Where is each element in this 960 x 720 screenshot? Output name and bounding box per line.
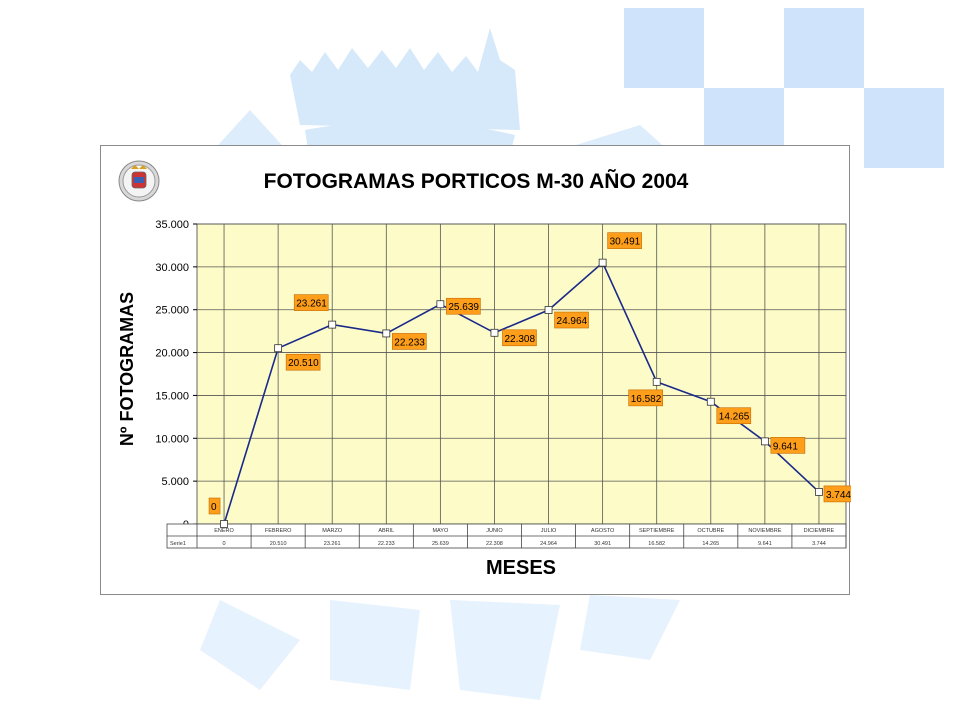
x-axis-label: MESES bbox=[486, 557, 556, 579]
x-category-label: JULIO bbox=[541, 528, 557, 534]
data-label-box bbox=[716, 407, 752, 425]
data-point bbox=[815, 488, 823, 496]
plot-background bbox=[196, 223, 847, 525]
x-category-label: FEBRERO bbox=[265, 528, 292, 534]
y-tick-label: 15.000 bbox=[155, 390, 189, 402]
data-point bbox=[706, 397, 715, 406]
x-category-label: SEPTIEMBRE bbox=[639, 528, 675, 534]
data-label-box bbox=[628, 389, 664, 407]
data-label-box bbox=[770, 437, 806, 454]
data-label-box bbox=[502, 329, 537, 347]
data-label: 30.491 bbox=[610, 237, 641, 248]
data-point bbox=[274, 344, 283, 353]
y-tick-label: 30.000 bbox=[155, 262, 189, 274]
data-label: 14.265 bbox=[719, 412, 750, 423]
data-table-cell: 3.744 bbox=[812, 541, 826, 547]
chart-frame: FOTOGRAMAS PORTICOS M-30 AÑO 2004 Nº FOT… bbox=[100, 145, 851, 595]
y-axis-label: Nº FOTOGRAMAS bbox=[117, 292, 137, 446]
data-table-cell: 16.582 bbox=[648, 541, 665, 547]
police-seal-icon bbox=[118, 160, 160, 202]
x-category-label: ENERO bbox=[214, 528, 234, 534]
data-point bbox=[652, 377, 661, 386]
data-table-cell: 24.964 bbox=[540, 541, 557, 547]
plot-area: 0 5.000 10.000 15.000 20.000 25.000 30.000 35.0… bbox=[155, 219, 851, 549]
data-point bbox=[382, 329, 391, 338]
x-category-label: MARZO bbox=[322, 528, 343, 534]
data-label-box bbox=[823, 485, 851, 503]
data-table-series-name: Serie1 bbox=[170, 541, 186, 547]
y-tick-label: 25.000 bbox=[155, 305, 189, 317]
data-label: 22.308 bbox=[504, 334, 535, 345]
y-tick-label: 5.000 bbox=[161, 476, 189, 488]
data-point bbox=[598, 258, 607, 267]
data-label: 0 bbox=[211, 502, 217, 513]
data-label: 16.582 bbox=[631, 394, 662, 405]
x-category-label: ABRIL bbox=[378, 528, 394, 534]
data-label: 9.641 bbox=[773, 441, 798, 452]
data-label-box bbox=[391, 333, 427, 350]
data-point bbox=[220, 520, 228, 528]
data-label: 20.510 bbox=[288, 358, 319, 369]
x-category-label: MAYO bbox=[432, 528, 449, 534]
data-label-box bbox=[285, 353, 321, 371]
data-table-cell: 25.639 bbox=[432, 541, 449, 547]
y-tick-label: 35.000 bbox=[155, 219, 189, 231]
chart-title: FOTOGRAMAS PORTICOS M-30 AÑO 2004 bbox=[264, 170, 689, 193]
data-table-cell: 20.510 bbox=[270, 541, 287, 547]
y-tick-label: 10.000 bbox=[155, 433, 189, 445]
data-table-cell: 30.491 bbox=[594, 541, 611, 547]
data-table-cell: 22.233 bbox=[378, 541, 395, 547]
data-label-box bbox=[607, 232, 642, 249]
data-point bbox=[490, 328, 499, 337]
data-label-box bbox=[554, 311, 589, 329]
data-table-cell: 23.261 bbox=[324, 541, 341, 547]
data-label-box bbox=[208, 497, 221, 515]
x-category-label: DICIEMBRE bbox=[804, 528, 835, 534]
line-chart: FOTOGRAMAS PORTICOS M-30 AÑO 2004 Nº FOT… bbox=[117, 160, 851, 579]
y-tick-label: 20.000 bbox=[155, 348, 189, 360]
data-label: 25.639 bbox=[448, 302, 479, 313]
checker-squares bbox=[624, 8, 944, 168]
data-label-box bbox=[446, 297, 481, 315]
data-label: 22.233 bbox=[394, 337, 425, 348]
data-label: 24.964 bbox=[557, 316, 588, 327]
data-label-box bbox=[293, 294, 329, 311]
data-point bbox=[760, 437, 769, 446]
data-label: 3.744 bbox=[826, 490, 851, 501]
data-point bbox=[328, 320, 337, 329]
data-table-cell: 0 bbox=[223, 541, 226, 547]
data-label: 23.261 bbox=[296, 299, 327, 310]
data-point bbox=[436, 300, 445, 309]
data-point bbox=[544, 306, 553, 314]
data-table-cell: 22.308 bbox=[486, 541, 503, 547]
data-table-cell: 14.265 bbox=[702, 541, 719, 547]
x-category-label: NOVIEMBRE bbox=[748, 528, 781, 534]
x-category-label: OCTUBRE bbox=[697, 528, 724, 534]
x-category-label: JUNIO bbox=[486, 528, 503, 534]
data-table-cell: 9.641 bbox=[758, 541, 772, 547]
x-category-label: AGOSTO bbox=[591, 528, 615, 534]
